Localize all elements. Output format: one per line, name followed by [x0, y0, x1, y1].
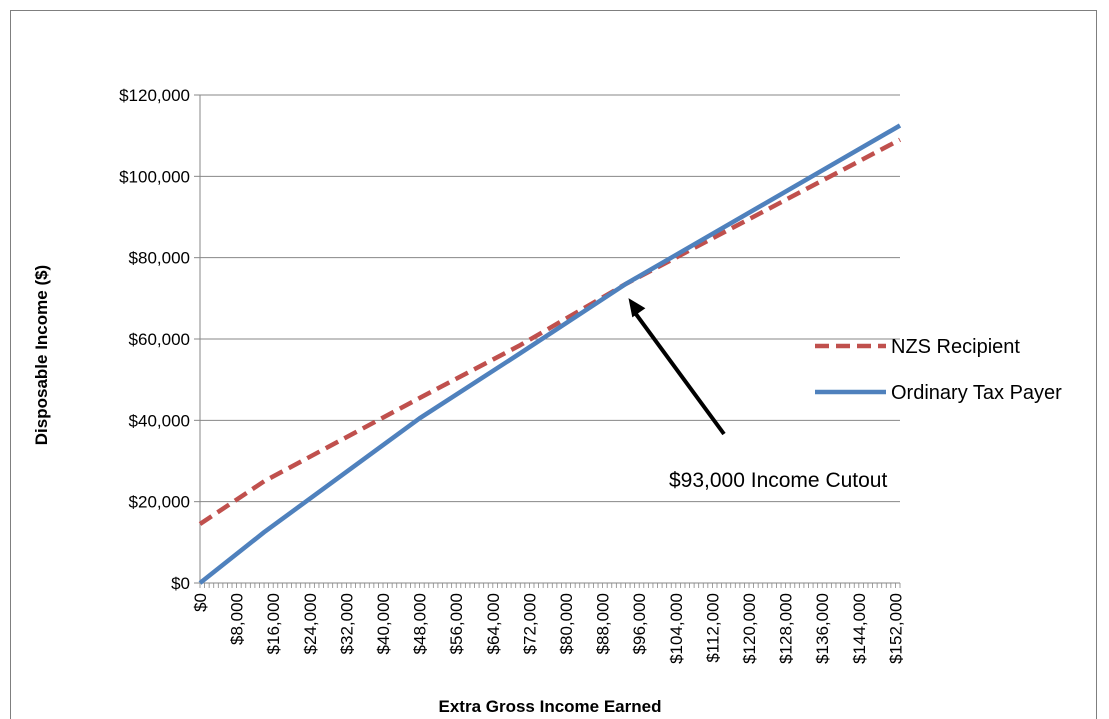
x-tick-label: $80,000: [557, 593, 576, 654]
y-tick-label: $120,000: [119, 86, 190, 105]
x-tick-label: $32,000: [337, 593, 356, 654]
x-tick-label: $104,000: [667, 593, 686, 664]
annotation-label: $93,000 Income Cutout: [669, 469, 887, 492]
x-tick-label: $72,000: [520, 593, 539, 654]
x-tick-label: $56,000: [447, 593, 466, 654]
y-tick-label: $40,000: [129, 411, 190, 430]
legend-label: Ordinary Tax Payer: [891, 382, 1062, 404]
x-tick-label: $8,000: [228, 593, 247, 645]
legend: NZS Recipient Ordinary Tax Payer: [815, 336, 1062, 404]
x-tick-label: $112,000: [703, 593, 722, 663]
x-tick-label: $64,000: [484, 593, 503, 654]
x-tick-label: $120,000: [740, 593, 759, 664]
x-axis-title: Extra Gross Income Earned: [439, 697, 662, 716]
x-tick-label: $152,000: [886, 593, 905, 664]
x-tick-label: $88,000: [594, 593, 613, 654]
x-tick-label: $136,000: [813, 593, 832, 664]
y-tick-label: $60,000: [129, 330, 190, 349]
x-tick-label: $96,000: [630, 593, 649, 654]
legend-label: NZS Recipient: [891, 336, 1020, 358]
annotation: $93,000 Income Cutout: [628, 298, 887, 492]
series-layer: [198, 123, 902, 585]
x-tick-label: $128,000: [777, 593, 796, 664]
x-tick-label: $16,000: [264, 593, 283, 654]
x-tick-label: $40,000: [374, 593, 393, 654]
x-tick-label: $144,000: [850, 593, 869, 664]
y-tick-label: $20,000: [129, 493, 190, 512]
series-line-nzs-recipient: [198, 137, 902, 526]
y-axis-ticks: $0 $20,000 $40,000 $60,000 $80,000 $100,000 $1…: [119, 86, 200, 593]
y-tick-label: $100,000: [119, 167, 190, 186]
x-axis-ticks: $0 $8,000 $16,000 $24,000 $32,000 $40,000 $48,…: [191, 583, 905, 664]
x-tick-label: $24,000: [301, 593, 320, 654]
x-tick-label: $48,000: [411, 593, 430, 654]
annotation-arrow-head: [628, 298, 646, 318]
series-line-ordinary-tax-payer: [198, 123, 902, 585]
y-tick-label: $80,000: [129, 249, 190, 268]
y-tick-label: $0: [171, 574, 190, 593]
y-axis-title: Disposable Income ($): [32, 265, 51, 445]
gridlines: [200, 94, 900, 503]
annotation-arrow-shaft: [632, 310, 726, 436]
x-tick-label: $0: [191, 593, 210, 612]
chart-frame: [10, 10, 1097, 719]
